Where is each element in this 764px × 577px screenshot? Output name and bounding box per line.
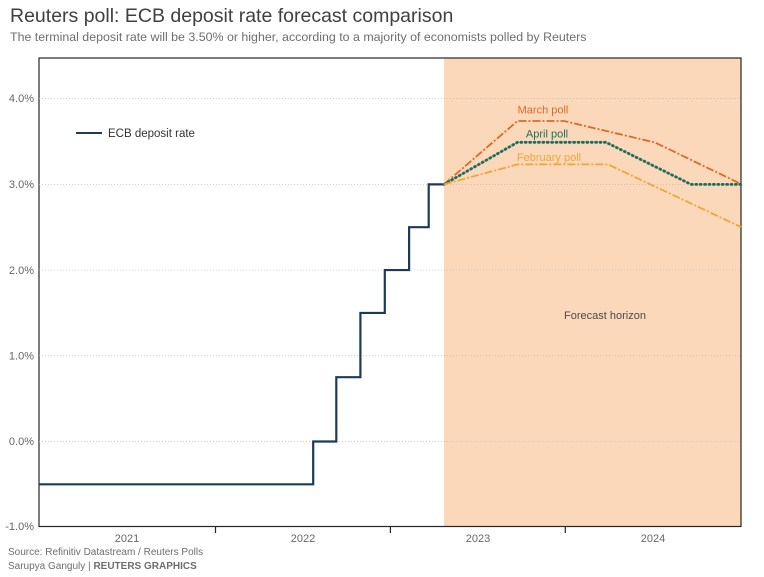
svg-text:2021: 2021 xyxy=(115,533,139,545)
svg-text:1.0%: 1.0% xyxy=(9,351,34,363)
svg-text:March poll: March poll xyxy=(518,105,569,117)
svg-text:2023: 2023 xyxy=(466,533,490,545)
svg-text:February poll: February poll xyxy=(517,152,581,164)
svg-text:3.0%: 3.0% xyxy=(9,179,34,191)
svg-text:0.0%: 0.0% xyxy=(9,436,34,448)
svg-text:April poll: April poll xyxy=(526,129,568,141)
svg-text:4.0%: 4.0% xyxy=(9,93,34,105)
svg-text:2.0%: 2.0% xyxy=(9,265,34,277)
svg-text:ECB deposit rate: ECB deposit rate xyxy=(108,128,195,140)
svg-text:2024: 2024 xyxy=(641,533,665,545)
svg-text:Forecast horizon: Forecast horizon xyxy=(564,310,646,322)
svg-text:-1.0%: -1.0% xyxy=(5,521,34,533)
svg-text:2022: 2022 xyxy=(291,533,315,545)
